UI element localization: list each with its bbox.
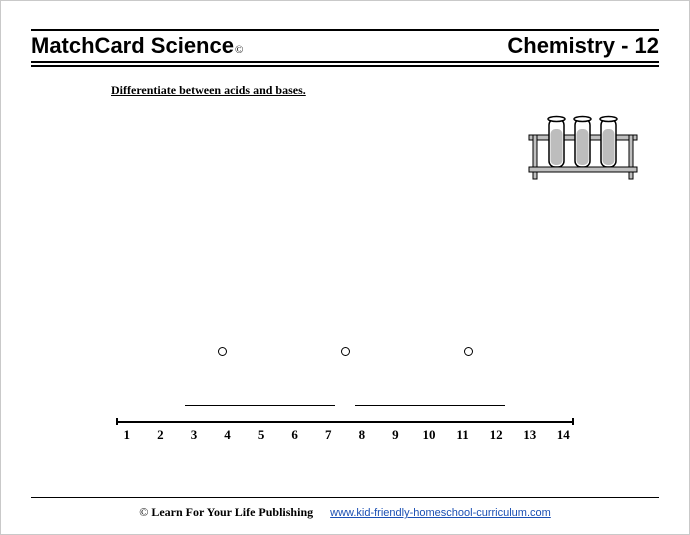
blank-line[interactable] xyxy=(355,405,505,406)
footer-rule xyxy=(31,497,659,498)
content-area: MatchCard Science© Chemistry - 12 Differ… xyxy=(31,29,659,98)
scale-number: 14 xyxy=(547,427,581,443)
scale-number: 3 xyxy=(177,427,211,443)
title-left: MatchCard Science xyxy=(31,33,234,58)
choice-radio[interactable] xyxy=(218,347,227,356)
worksheet-page: MatchCard Science© Chemistry - 12 Differ… xyxy=(0,0,690,535)
header-rule-mid xyxy=(31,61,659,63)
choice-radio[interactable] xyxy=(341,347,350,356)
scale-number: 13 xyxy=(513,427,547,443)
header: MatchCard Science© Chemistry - 12 xyxy=(31,31,659,61)
choice-radio[interactable] xyxy=(464,347,473,356)
scale-number: 11 xyxy=(446,427,480,443)
title-right: Chemistry - 12 xyxy=(507,33,659,59)
scale-numbers: 1 2 3 4 5 6 7 8 9 10 11 12 13 14 xyxy=(110,427,580,443)
scale-number: 10 xyxy=(412,427,446,443)
blank-line[interactable] xyxy=(185,405,335,406)
scale-line xyxy=(116,421,574,423)
scale-number: 1 xyxy=(110,427,144,443)
footer-publisher: Learn For Your Life Publishing xyxy=(151,505,313,519)
scale-end-tick xyxy=(572,418,574,425)
instruction-text: Differentiate between acids and bases. xyxy=(111,83,659,98)
scale-number: 4 xyxy=(211,427,245,443)
scale-number: 2 xyxy=(144,427,178,443)
choice-row xyxy=(1,343,689,361)
blank-lines xyxy=(1,393,689,411)
scale-number: 5 xyxy=(244,427,278,443)
scale-number: 9 xyxy=(379,427,413,443)
scale-number: 8 xyxy=(345,427,379,443)
scale-number: 12 xyxy=(479,427,513,443)
scale-number: 7 xyxy=(311,427,345,443)
ph-scale: 1 2 3 4 5 6 7 8 9 10 11 12 13 14 xyxy=(110,421,580,443)
footer: © Learn For Your Life Publishing www.kid… xyxy=(31,505,659,520)
title-left-wrap: MatchCard Science© xyxy=(31,33,243,59)
footer-url[interactable]: www.kid-friendly-homeschool-curriculum.c… xyxy=(330,507,551,519)
scale-end-tick xyxy=(116,418,118,425)
footer-copyright: © xyxy=(139,505,148,519)
scale-number: 6 xyxy=(278,427,312,443)
copyright-symbol: © xyxy=(235,44,243,56)
header-rule-bottom xyxy=(31,65,659,67)
test-tubes-icon xyxy=(523,113,643,183)
